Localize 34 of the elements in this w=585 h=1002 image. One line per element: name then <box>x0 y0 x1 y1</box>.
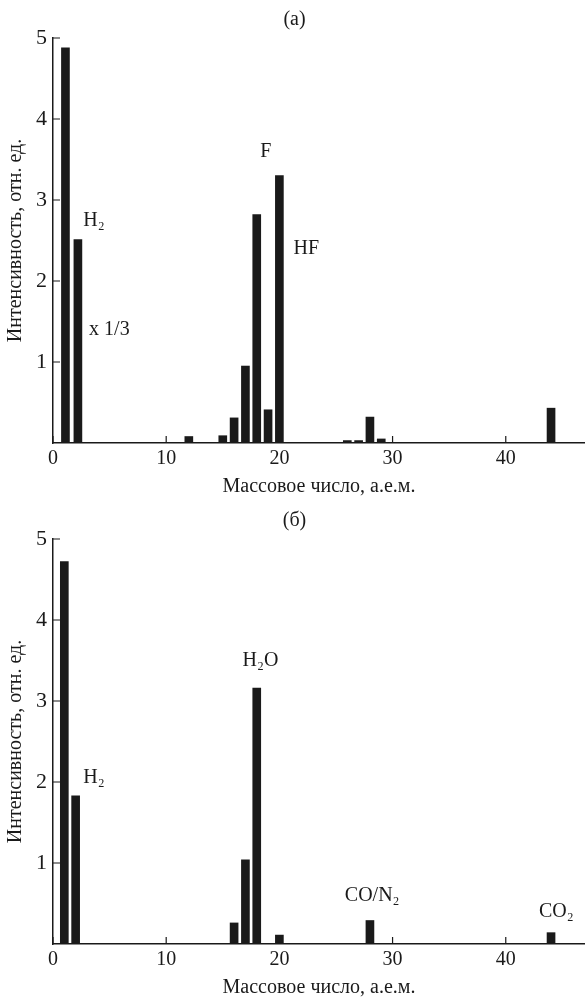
annotation: H₂ <box>83 765 105 788</box>
x-tick-label: 10 <box>156 446 177 469</box>
y-tick-label: 3 <box>36 185 47 211</box>
x-tick-label: 30 <box>382 947 403 970</box>
y-tick-label: 4 <box>36 605 47 631</box>
annotation: x 1/3 <box>89 316 130 339</box>
annotation: HF <box>293 235 320 258</box>
annotation: H₂O <box>242 647 279 670</box>
x-tick-label: 40 <box>495 446 516 469</box>
y-tick-label: 1 <box>36 347 47 373</box>
y-tick-label: 4 <box>36 104 47 130</box>
x-axis-title: Массовое число, а.е.м. <box>222 474 416 497</box>
x-tick-label: 20 <box>269 947 290 970</box>
annotation: CO/N₂ <box>344 882 400 905</box>
y-tick-label: 5 <box>36 524 47 550</box>
x-tick-label: 0 <box>48 947 58 970</box>
y-tick-label: 3 <box>36 686 47 712</box>
x-tick-label: 0 <box>48 446 58 469</box>
y-tick-label: 2 <box>36 767 47 793</box>
y-tick-label: 2 <box>36 266 47 292</box>
x-tick-label: 40 <box>495 947 516 970</box>
y-tick-label: 1 <box>36 848 47 874</box>
annotation: H₂ <box>83 207 105 230</box>
y-axis-title: Интенсивность, отн. ед. <box>3 639 27 844</box>
x-axis-title: Массовое число, а.е.м. <box>222 975 416 998</box>
annotation: F <box>260 138 272 161</box>
x-tick-label: 20 <box>269 446 290 469</box>
chart-title: (a) <box>283 7 306 31</box>
annotation: CO₂ <box>538 898 574 921</box>
x-tick-label: 10 <box>156 947 177 970</box>
chart-title: (б) <box>282 508 307 532</box>
x-tick-label: 30 <box>382 446 403 469</box>
y-axis-title: Интенсивность, отн. ед. <box>3 138 27 343</box>
y-tick-label: 5 <box>36 23 47 49</box>
